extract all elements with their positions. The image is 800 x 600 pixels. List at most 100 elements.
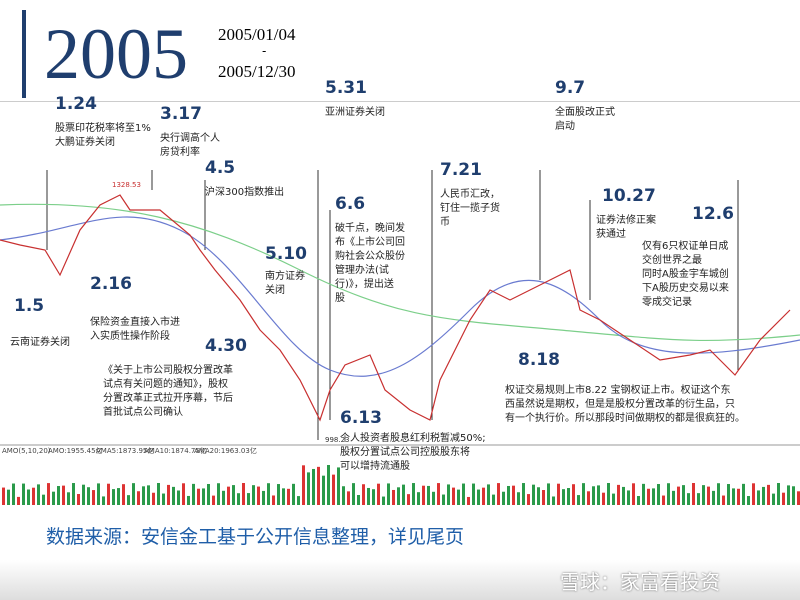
volume-bar <box>137 491 140 505</box>
volume-bar <box>517 492 520 505</box>
volume-bar <box>722 495 725 505</box>
volume-bar <box>507 485 510 505</box>
volume-bar <box>522 483 525 505</box>
volume-bar <box>332 474 335 505</box>
volume-bar <box>117 488 120 505</box>
volume-bar <box>412 483 415 505</box>
volume-bar <box>387 483 390 505</box>
volume-bar <box>592 486 595 505</box>
volume-bar <box>747 496 750 505</box>
volume-bar <box>732 488 735 505</box>
annotation-text: 云南证券关闭 <box>10 337 70 348</box>
volume-bar <box>797 491 800 505</box>
dash: - <box>262 44 267 58</box>
volume-bar <box>657 484 660 505</box>
annotation-date: 1.5 <box>14 296 45 316</box>
volume-bar <box>147 485 150 505</box>
volume-bar <box>502 491 505 505</box>
volume-bar <box>607 483 610 505</box>
volume-bar <box>557 483 560 505</box>
volume-bar <box>667 483 670 505</box>
volume-bar <box>42 494 45 505</box>
volume-bar <box>102 496 105 505</box>
volume-bar <box>652 488 655 505</box>
volume-legend: AMO(5,10,20)AMO:1955.45亿AMA5:1873.95亿AMA… <box>2 446 257 455</box>
volume-bar <box>637 496 640 505</box>
volume-bar <box>397 487 400 505</box>
volume-bar <box>372 489 375 505</box>
volume-bar <box>452 487 455 505</box>
volume-bar <box>622 486 625 505</box>
price-chart: 1328.53 998.23 AMO(5,10,20)AMO:1955.45亿A… <box>0 170 800 505</box>
volume-bar <box>167 484 170 505</box>
accent-bar <box>22 10 26 98</box>
volume-bar <box>122 484 125 505</box>
annotation-date: 7.21 <box>440 160 482 180</box>
volume-bar <box>187 495 190 505</box>
volume-bar <box>202 488 205 505</box>
volume-bar <box>462 483 465 505</box>
volume-bar <box>692 483 695 505</box>
volume-bar <box>402 484 405 505</box>
volume-bar <box>307 472 310 505</box>
volume-bar <box>537 487 540 505</box>
volume-bar <box>567 488 570 505</box>
annotation-text: 股票印花税率将至1% 大鹏证券关闭 <box>55 123 151 148</box>
annotation-text: 《关于上市公司股权分置改革 试点有关问题的通知》，股权 分置改革正式拉开序幕，节… <box>103 365 233 418</box>
volume-bar <box>497 483 500 505</box>
volume-bar <box>572 484 575 505</box>
volume-bar <box>27 489 30 505</box>
volume-bar <box>632 483 635 505</box>
ma-long <box>0 203 800 342</box>
event-lines <box>46 170 739 440</box>
volume-bar <box>107 483 110 505</box>
volume-bar <box>642 483 645 505</box>
volume-bar <box>662 495 665 505</box>
annotation-text: 权证交易规则上市8.22 宝钢权证上市。权证这个东 西虽然说是期权，但是是股权分… <box>505 385 745 424</box>
volume-bar <box>407 494 410 505</box>
volume-bar <box>472 483 475 505</box>
volume-bar <box>752 483 755 505</box>
volume-bar <box>282 488 285 505</box>
volume-bar <box>362 484 365 505</box>
volume-bar <box>447 484 450 505</box>
volume-bar <box>337 467 340 505</box>
volume-bar <box>57 486 60 505</box>
volume-bar <box>587 491 590 505</box>
volume-bar <box>12 483 15 505</box>
volume-bar <box>227 486 230 505</box>
volume-bar <box>2 487 5 505</box>
volume-bar <box>132 483 135 505</box>
volume-bar <box>292 483 295 505</box>
volume-bar <box>647 488 650 505</box>
volume-bar <box>427 485 430 505</box>
volume-bar <box>627 490 630 505</box>
volume-bar <box>92 490 95 505</box>
annotation-text: 人民币汇改， 钉住一揽子货 币 <box>440 189 500 228</box>
volume-bar <box>162 493 165 505</box>
volume-bar <box>437 483 440 505</box>
volume-bar <box>177 490 180 505</box>
volume-bar <box>787 485 790 505</box>
volume-bar <box>32 487 35 505</box>
volume-bar <box>482 487 485 505</box>
volume-bar <box>277 484 280 505</box>
volume-bar <box>142 486 145 505</box>
volume-bar <box>727 484 730 505</box>
price-line <box>0 194 791 422</box>
volume-bar <box>182 483 185 505</box>
annotation-date: 2.16 <box>90 274 132 294</box>
volume-bar <box>217 483 220 505</box>
volume-legend-item: AMA5:1873.95亿 <box>96 446 154 455</box>
volume-bar <box>582 483 585 505</box>
annotation-date: 9.7 <box>555 78 586 98</box>
volume-bar <box>612 493 615 505</box>
volume-bar <box>377 483 380 505</box>
divider <box>0 101 800 102</box>
volume-bar <box>477 489 480 505</box>
volume-bar <box>297 496 300 505</box>
annotation-date: 4.30 <box>205 336 247 356</box>
volume-bar <box>392 489 395 505</box>
volume-bar <box>67 492 70 505</box>
